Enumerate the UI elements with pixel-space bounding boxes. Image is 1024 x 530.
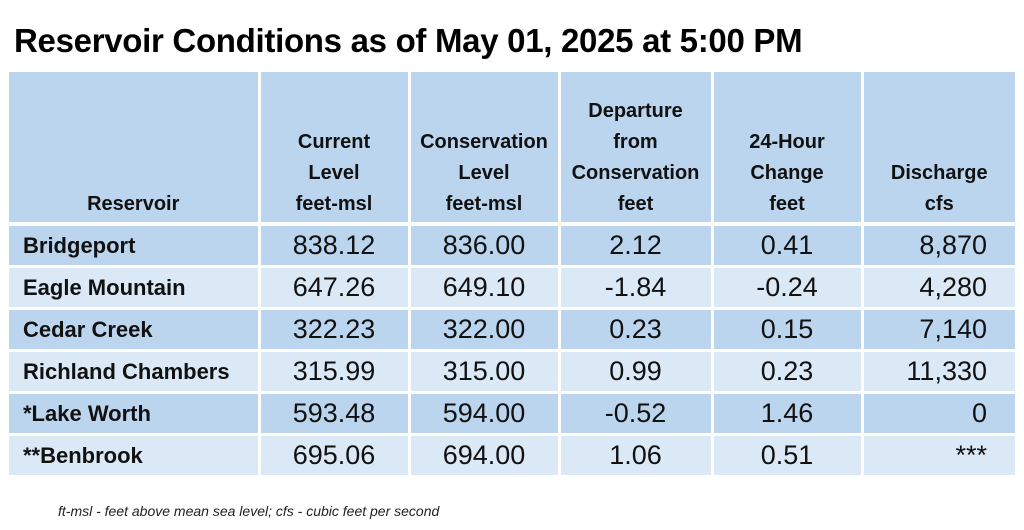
change-cell: 0.15 [710, 307, 862, 351]
current-level-cell: 322.23 [257, 307, 409, 351]
conservation-level-cell: 694.00 [407, 433, 559, 475]
departure-cell: -0.52 [557, 391, 712, 435]
column-header-current-level: Current Level feet-msl [257, 72, 409, 224]
column-header-discharge: Discharge cfs [860, 72, 1015, 224]
table-row: Bridgeport 838.12 836.00 2.12 0.41 8,870 [9, 222, 1015, 267]
column-header-reservoir: Reservoir [9, 72, 259, 224]
table-row: Eagle Mountain 647.26 649.10 -1.84 -0.24… [9, 265, 1015, 309]
reservoir-name: Eagle Mountain [9, 265, 259, 309]
departure-cell: 0.99 [557, 349, 712, 393]
reservoir-table: Reservoir Current Level feet-msl Conserv… [9, 72, 1015, 475]
departure-cell: -1.84 [557, 265, 712, 309]
conservation-level-cell: 649.10 [407, 265, 559, 309]
column-header-conservation-level: Conservation Level feet-msl [407, 72, 559, 224]
discharge-cell: 0 [860, 391, 1015, 435]
discharge-cell: *** [860, 433, 1015, 475]
change-cell: 0.51 [710, 433, 862, 475]
current-level-cell: 593.48 [257, 391, 409, 435]
footnote: ft-msl - feet above mean sea level; cfs … [58, 503, 440, 519]
current-level-cell: 315.99 [257, 349, 409, 393]
departure-cell: 1.06 [557, 433, 712, 475]
change-cell: 0.23 [710, 349, 862, 393]
conservation-level-cell: 836.00 [407, 222, 559, 267]
conservation-level-cell: 594.00 [407, 391, 559, 435]
discharge-cell: 8,870 [860, 222, 1015, 267]
header-row: Reservoir Current Level feet-msl Conserv… [9, 72, 1015, 224]
column-header-24-hour-change: 24-Hour Change feet [710, 72, 862, 224]
reservoir-name: Cedar Creek [9, 307, 259, 351]
reservoir-name: *Lake Worth [9, 391, 259, 435]
table-row: Richland Chambers 315.99 315.00 0.99 0.2… [9, 349, 1015, 393]
column-header-departure: Departure from Conservation feet [557, 72, 712, 224]
table-row: **Benbrook 695.06 694.00 1.06 0.51 *** [9, 433, 1015, 475]
current-level-cell: 647.26 [257, 265, 409, 309]
discharge-cell: 7,140 [860, 307, 1015, 351]
change-cell: 1.46 [710, 391, 862, 435]
conservation-level-cell: 315.00 [407, 349, 559, 393]
current-level-cell: 695.06 [257, 433, 409, 475]
change-cell: 0.41 [710, 222, 862, 267]
current-level-cell: 838.12 [257, 222, 409, 267]
discharge-cell: 4,280 [860, 265, 1015, 309]
departure-cell: 2.12 [557, 222, 712, 267]
reservoir-name: **Benbrook [9, 433, 259, 475]
discharge-cell: 11,330 [860, 349, 1015, 393]
reservoir-table-container: Reservoir Current Level feet-msl Conserv… [9, 72, 1015, 475]
reservoir-name: Bridgeport [9, 222, 259, 267]
change-cell: -0.24 [710, 265, 862, 309]
table-row: Cedar Creek 322.23 322.00 0.23 0.15 7,14… [9, 307, 1015, 351]
table-row: *Lake Worth 593.48 594.00 -0.52 1.46 0 [9, 391, 1015, 435]
departure-cell: 0.23 [557, 307, 712, 351]
conservation-level-cell: 322.00 [407, 307, 559, 351]
page-title: Reservoir Conditions as of May 01, 2025 … [14, 22, 803, 59]
reservoir-name: Richland Chambers [9, 349, 259, 393]
